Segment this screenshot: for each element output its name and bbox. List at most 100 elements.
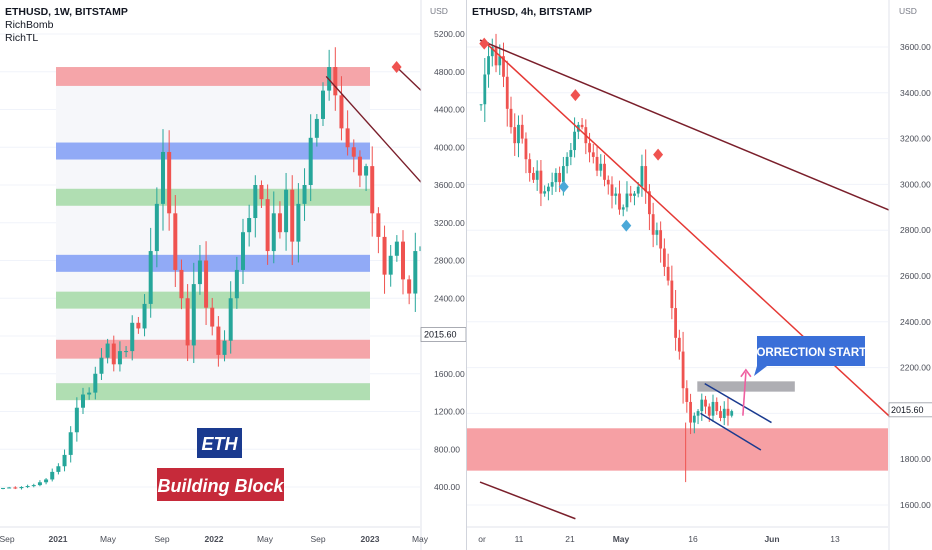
- candle[interactable]: [603, 154, 606, 187]
- candle[interactable]: [498, 44, 502, 75]
- candle[interactable]: [685, 380, 689, 413]
- candle[interactable]: [117, 341, 122, 372]
- candle[interactable]: [130, 315, 135, 361]
- sell-signal-diamond[interactable]: [570, 89, 581, 102]
- candle[interactable]: [210, 297, 215, 336]
- candle[interactable]: [614, 187, 618, 205]
- candle[interactable]: [302, 168, 307, 221]
- candle[interactable]: [569, 142, 573, 166]
- price-zone-blue[interactable]: [56, 254, 370, 272]
- legend-indicator-richtl[interactable]: RichTL: [5, 32, 39, 44]
- candle[interactable]: [651, 202, 655, 248]
- candle[interactable]: [479, 104, 483, 111]
- candle[interactable]: [599, 154, 603, 177]
- candle[interactable]: [62, 449, 67, 472]
- candle[interactable]: [674, 289, 678, 351]
- candle[interactable]: [629, 185, 633, 203]
- price-zone-green[interactable]: [56, 383, 370, 401]
- candle[interactable]: [136, 316, 141, 334]
- candle[interactable]: [606, 175, 610, 195]
- candle[interactable]: [222, 330, 227, 362]
- candle[interactable]: [618, 180, 621, 215]
- candle[interactable]: [595, 146, 599, 177]
- correction-callout[interactable]: CORRECTION STARTS: [748, 336, 874, 376]
- weekly-chart-svg[interactable]: ETH Building Block USD 5200.00 4800.00 4400.0…: [0, 0, 466, 550]
- candle[interactable]: [565, 152, 569, 174]
- candle[interactable]: [99, 348, 104, 380]
- four-hour-chart-pane[interactable]: CORRECTION STARTS USD 3600.00 3400.00 3200.0…: [466, 0, 932, 550]
- demand-zone[interactable]: [467, 428, 888, 471]
- price-zone-green[interactable]: [56, 188, 370, 206]
- candle[interactable]: [524, 132, 528, 174]
- trendline-dark[interactable]: [479, 481, 576, 520]
- candle[interactable]: [370, 146, 375, 237]
- candle[interactable]: [588, 132, 591, 163]
- candle[interactable]: [659, 221, 663, 263]
- price-zone-blue[interactable]: [56, 142, 370, 160]
- candle[interactable]: [704, 395, 707, 414]
- candle[interactable]: [241, 218, 245, 284]
- candle[interactable]: [547, 183, 550, 201]
- candle[interactable]: [576, 121, 580, 140]
- candle[interactable]: [662, 238, 666, 277]
- candle[interactable]: [490, 38, 494, 67]
- candle[interactable]: [179, 259, 184, 310]
- candle[interactable]: [31, 483, 36, 488]
- candle[interactable]: [308, 114, 313, 202]
- trendline[interactable]: [325, 76, 466, 422]
- candle[interactable]: [284, 172, 289, 251]
- candle[interactable]: [351, 139, 356, 173]
- price-zone-red[interactable]: [56, 67, 370, 86]
- candle[interactable]: [730, 409, 734, 418]
- candle[interactable]: [487, 42, 490, 88]
- candle[interactable]: [413, 232, 418, 312]
- candle[interactable]: [265, 184, 270, 265]
- candle[interactable]: [148, 227, 153, 318]
- candle[interactable]: [87, 387, 92, 400]
- candle[interactable]: [483, 58, 487, 122]
- candle[interactable]: [50, 468, 55, 482]
- candle[interactable]: [700, 393, 704, 421]
- price-zone-red[interactable]: [56, 339, 370, 359]
- candle[interactable]: [394, 235, 399, 262]
- candle[interactable]: [692, 412, 696, 434]
- candle[interactable]: [591, 143, 595, 164]
- wedge-line[interactable]: [700, 412, 762, 451]
- candle[interactable]: [345, 110, 350, 156]
- candle[interactable]: [167, 130, 172, 231]
- candle[interactable]: [191, 262, 196, 364]
- candle[interactable]: [520, 114, 524, 144]
- candle[interactable]: [621, 204, 625, 217]
- candle[interactable]: [407, 275, 412, 305]
- candle[interactable]: [382, 225, 387, 294]
- candle[interactable]: [259, 180, 264, 208]
- candle[interactable]: [253, 175, 258, 238]
- candle[interactable]: [640, 154, 644, 197]
- sell-signal-diamond[interactable]: [479, 37, 490, 50]
- candle[interactable]: [7, 486, 12, 489]
- four-hour-chart-svg[interactable]: CORRECTION STARTS USD 3600.00 3400.00 3200.0…: [467, 0, 932, 550]
- buy-signal-diamond[interactable]: [621, 219, 632, 232]
- candle[interactable]: [726, 398, 730, 426]
- candle[interactable]: [234, 256, 239, 309]
- candle[interactable]: [216, 316, 221, 367]
- candle[interactable]: [333, 47, 338, 111]
- candle[interactable]: [554, 168, 558, 192]
- candle[interactable]: [711, 394, 715, 422]
- candle[interactable]: [401, 230, 405, 295]
- candle[interactable]: [722, 401, 726, 426]
- candle[interactable]: [644, 149, 648, 204]
- top-signal-diamond[interactable]: [391, 61, 402, 74]
- price-zone-green[interactable]: [56, 291, 370, 309]
- sell-signal-diamond[interactable]: [653, 148, 664, 161]
- candle[interactable]: [111, 335, 116, 372]
- candle[interactable]: [154, 187, 159, 268]
- candle[interactable]: [677, 329, 681, 360]
- candle[interactable]: [142, 294, 147, 337]
- candle[interactable]: [670, 265, 674, 320]
- candle[interactable]: [93, 366, 98, 400]
- candle[interactable]: [290, 175, 295, 266]
- candle[interactable]: [715, 397, 719, 415]
- candle[interactable]: [185, 284, 190, 362]
- candle[interactable]: [124, 346, 129, 358]
